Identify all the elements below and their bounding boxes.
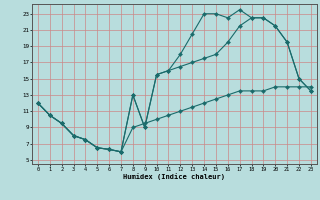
X-axis label: Humidex (Indice chaleur): Humidex (Indice chaleur) [124,173,225,180]
